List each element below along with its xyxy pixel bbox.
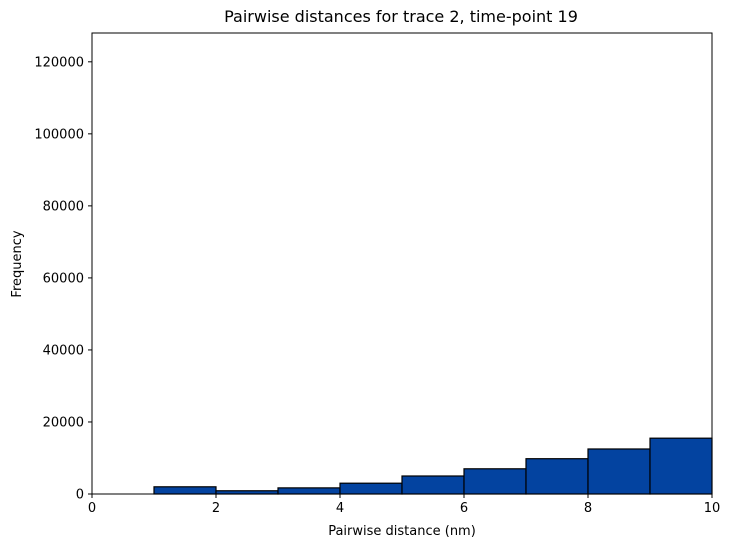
x-tick-label: 10: [704, 501, 721, 516]
histogram-bar: [463, 468, 527, 495]
x-tick-label: 6: [460, 501, 468, 516]
histogram-bar: [401, 475, 465, 495]
y-tick-label: 20000: [43, 415, 84, 430]
y-tick-label: 0: [76, 488, 84, 503]
bars-group: [153, 437, 713, 495]
y-axis-ticks: 0 20000 40000 60000 80000 100000 120000: [34, 55, 92, 503]
histogram-bar: [339, 482, 403, 495]
y-tick-label: 60000: [43, 271, 84, 286]
histogram-bar: [587, 448, 651, 495]
x-tick-label: 4: [336, 501, 344, 516]
y-tick-label: 120000: [34, 55, 84, 70]
x-tick-label: 2: [212, 501, 220, 516]
y-tick-label: 40000: [43, 343, 84, 358]
x-tick-label: 8: [584, 501, 592, 516]
plot-area-frame: [91, 32, 713, 495]
y-axis-label: Frequency: [10, 230, 25, 297]
histogram-bar: [277, 487, 341, 495]
histogram-bar: [649, 437, 713, 495]
histogram-bar: [525, 458, 589, 495]
chart-title: Pairwise distances for trace 2, time-poi…: [224, 7, 578, 26]
y-tick-label: 100000: [34, 127, 84, 142]
x-tick-label: 0: [88, 501, 96, 516]
y-tick-label: 80000: [43, 199, 84, 214]
histogram-bar: [153, 486, 217, 495]
x-axis-label: Pairwise distance (nm): [328, 524, 476, 539]
x-axis-ticks: 0 2 4 6 8 10: [88, 494, 720, 516]
